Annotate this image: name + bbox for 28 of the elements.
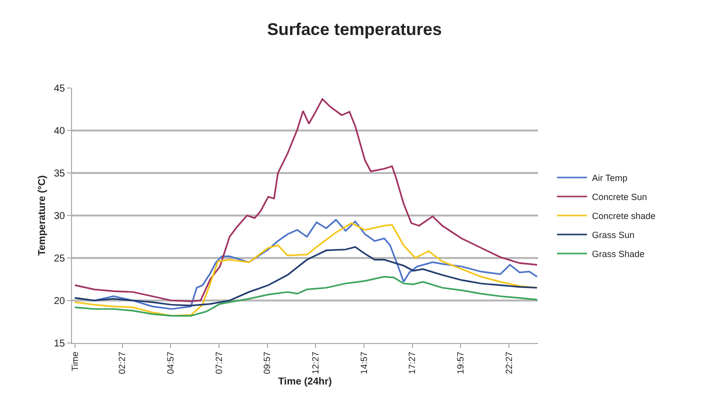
line-series: [74, 98, 538, 302]
x-tick-label: Time: [70, 352, 80, 372]
x-tick-label: 09:57: [262, 352, 272, 374]
legend-label: Air Temp: [592, 173, 628, 184]
legend-label: Concrete shade: [592, 211, 656, 222]
y-tick-label: 15: [54, 338, 66, 350]
legend-label: Grass Shade: [592, 249, 645, 260]
x-axis-title: Time (24hr): [278, 376, 332, 388]
y-tick-label: 30: [54, 211, 66, 222]
line-series: [74, 246, 538, 306]
legend-label: Grass Sun: [592, 230, 635, 240]
line-series: [74, 276, 538, 317]
y-axis-title: Temperature (°C): [36, 175, 48, 256]
x-tick-label: 02:27: [117, 352, 128, 374]
legend-label: Concrete Sun: [592, 192, 648, 202]
x-tick-label: 14:57: [358, 352, 369, 374]
x-tick-label: 19:57: [456, 352, 466, 374]
y-tick-label: 25: [54, 254, 66, 264]
x-tick-label: 17:27: [407, 352, 418, 374]
x-tick-label: 12:27: [310, 352, 321, 374]
chart-title: Surface temperatures: [267, 20, 442, 39]
y-tick-label: 20: [54, 296, 66, 307]
x-tick-label: 22:27: [504, 352, 514, 374]
y-tick-label: 40: [54, 126, 66, 137]
y-tick-label: 35: [54, 168, 66, 180]
x-tick-label: 07:27: [214, 352, 224, 374]
y-tick-label: 45: [54, 84, 66, 94]
x-tick-label: 04:57: [166, 352, 176, 374]
